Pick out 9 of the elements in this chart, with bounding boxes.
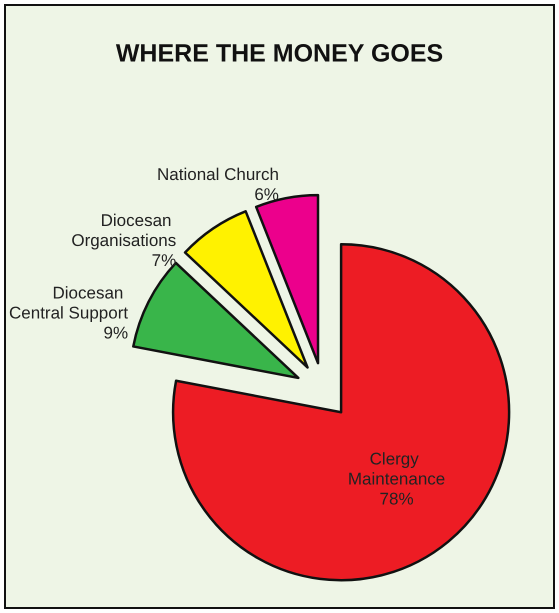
slice-label: Clergy Maintenance: [348, 450, 446, 489]
slice-label: Diocesan Organisations: [71, 211, 176, 250]
data-label: 9%: [104, 324, 128, 343]
slice-label: National Church: [157, 164, 279, 184]
slice-label: Diocesan Central Support: [9, 284, 128, 323]
data-label: 78%: [380, 490, 414, 509]
data-label: 6%: [254, 184, 279, 204]
chart-title: WHERE THE MONEY GOES: [116, 40, 444, 68]
data-label: 7%: [152, 251, 176, 270]
